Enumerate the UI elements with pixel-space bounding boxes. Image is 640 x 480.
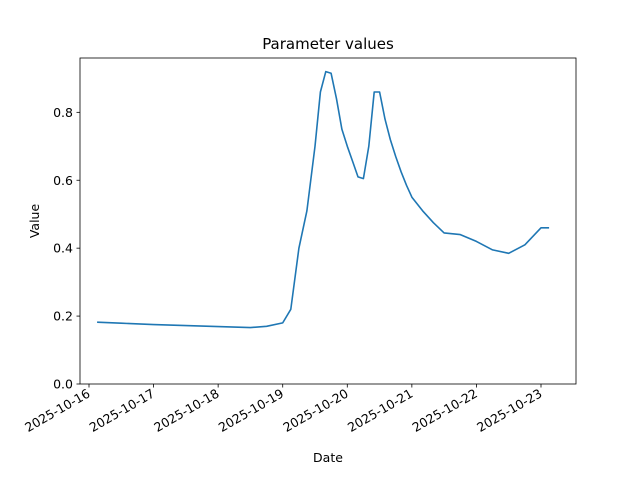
chart-title: Parameter values (262, 35, 394, 53)
x-axis-label: Date (313, 450, 343, 465)
y-tick-label: 0.8 (53, 105, 73, 120)
y-tick-label: 0.2 (53, 309, 73, 324)
series-line-0 (97, 70, 550, 329)
y-tick-label: 0.0 (53, 377, 73, 392)
y-tick-label: 0.4 (53, 241, 73, 256)
y-tick-label: 0.6 (53, 173, 73, 188)
plot-frame (79, 57, 577, 385)
y-axis-label: Value (27, 204, 42, 239)
